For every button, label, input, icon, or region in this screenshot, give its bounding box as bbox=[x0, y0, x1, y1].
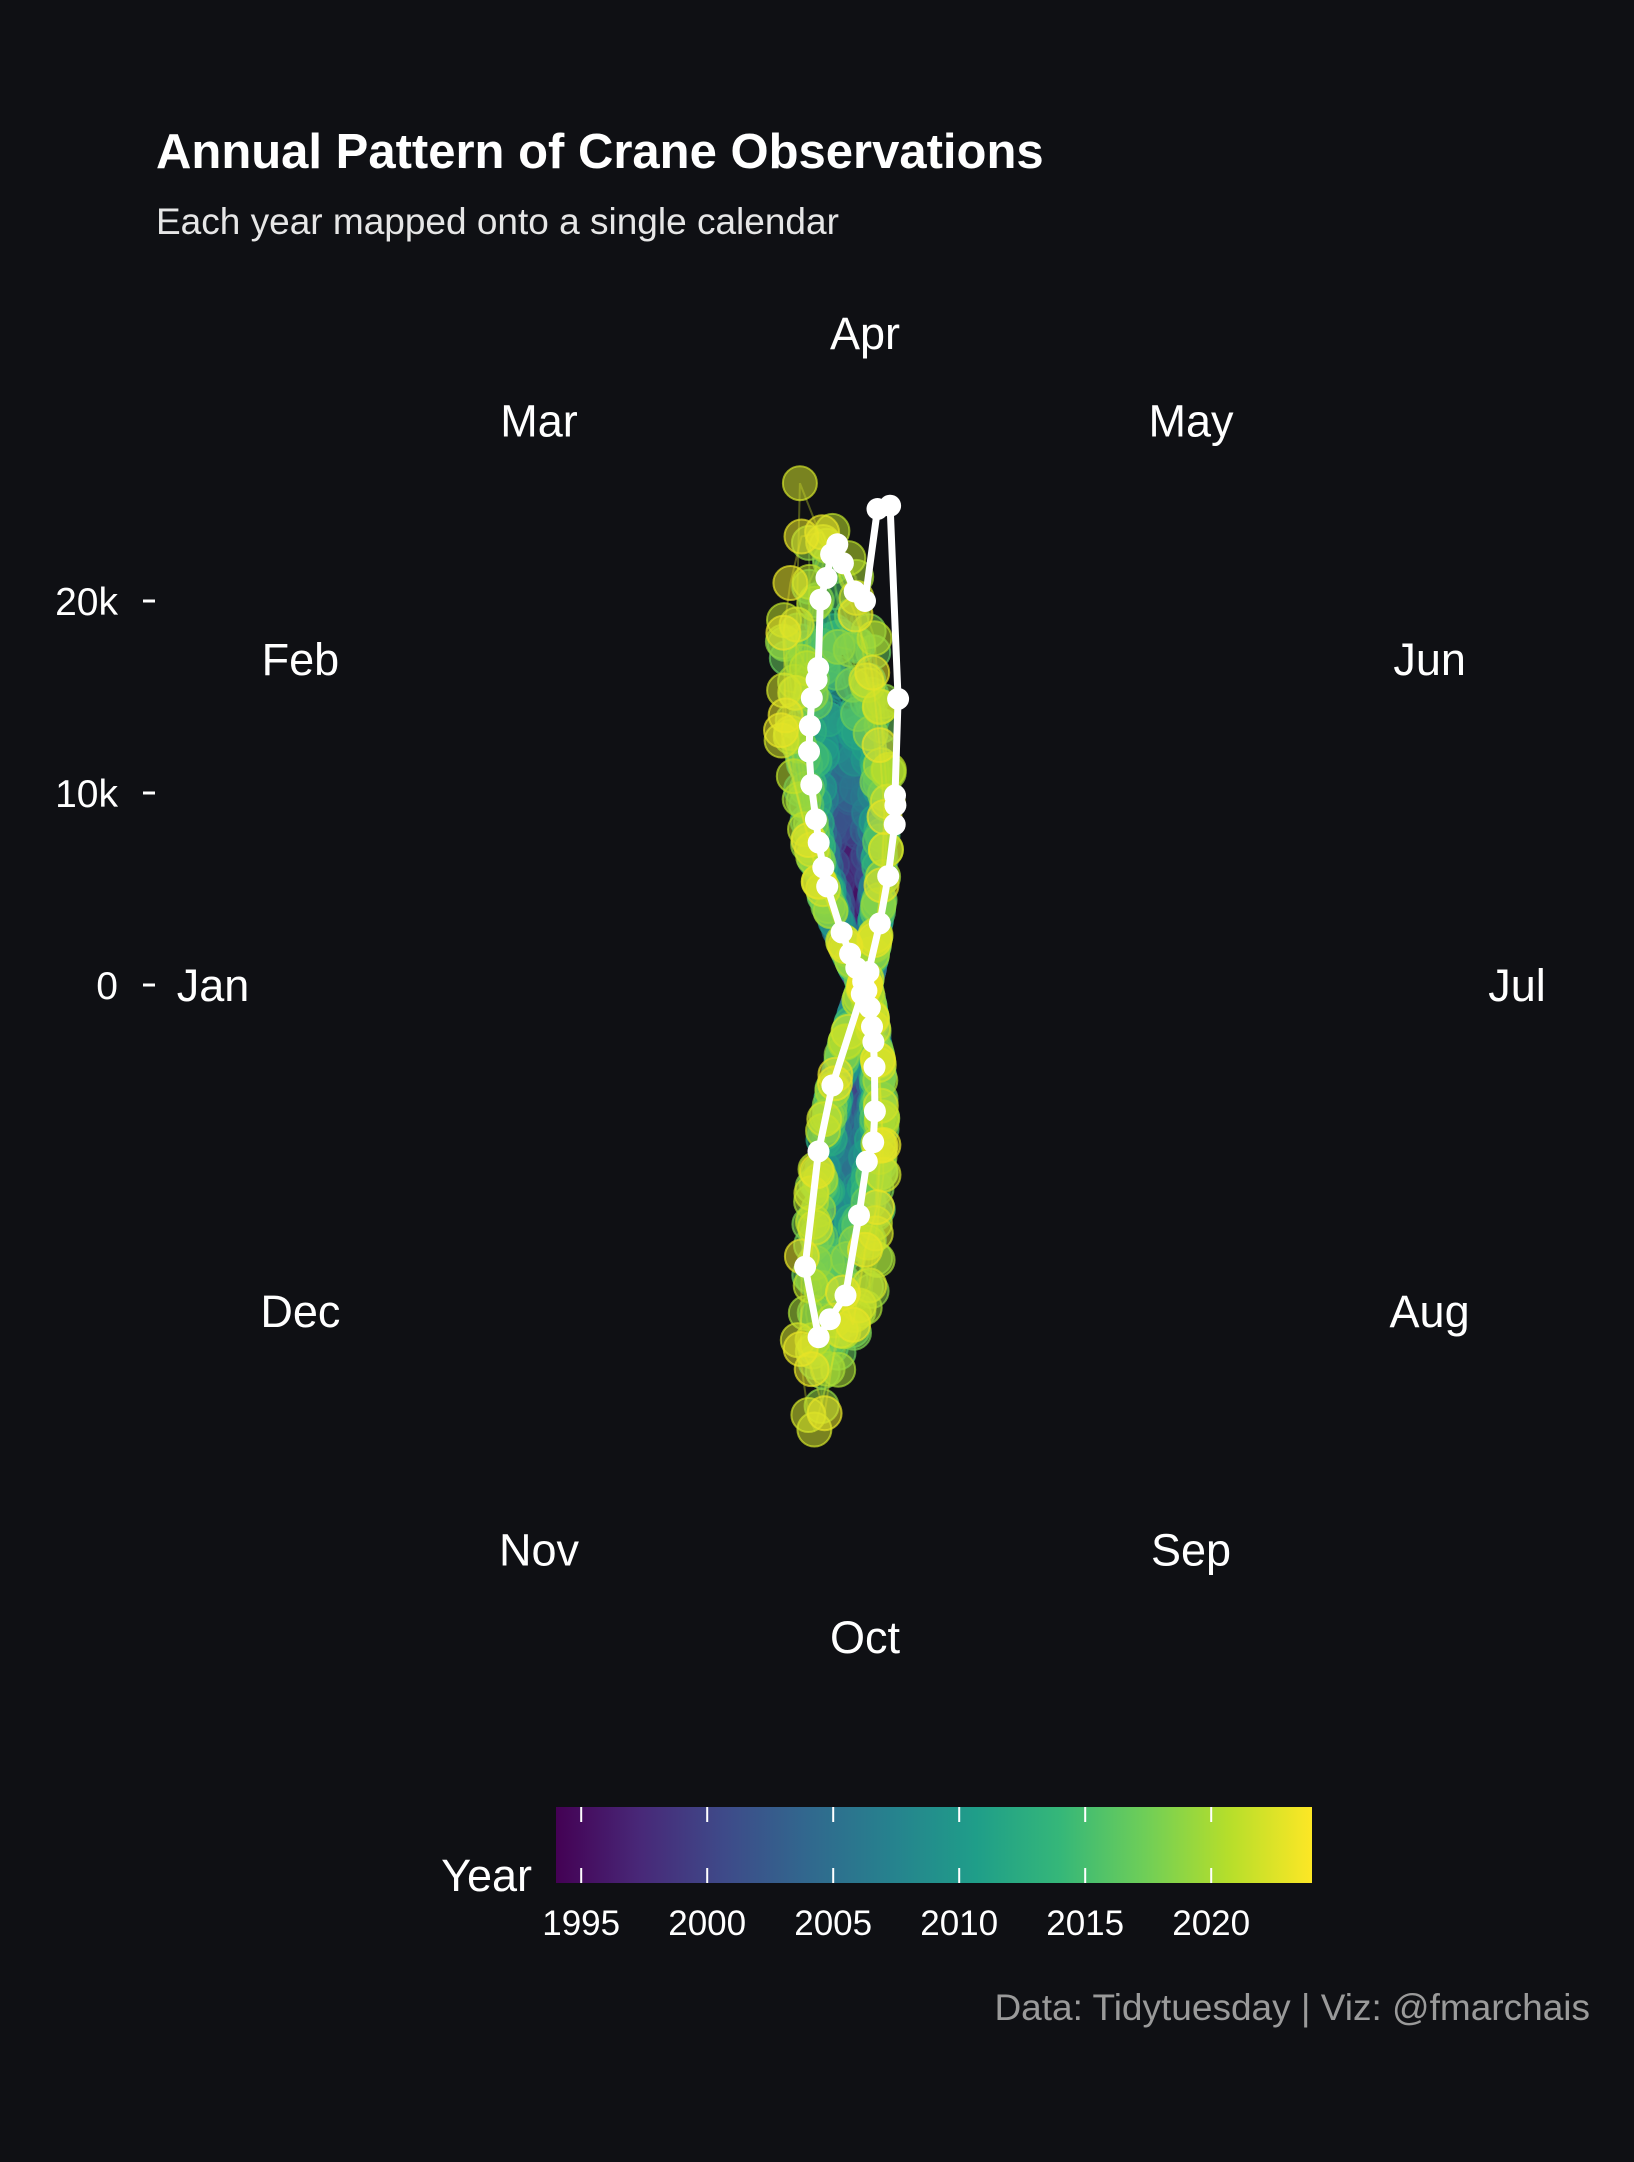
year-series-2023 bbox=[763, 514, 903, 1432]
highlight-point bbox=[883, 813, 906, 836]
month-label-may: May bbox=[1148, 395, 1234, 446]
radial-tick-label: 20k bbox=[55, 581, 118, 624]
month-label-sep: Sep bbox=[1151, 1525, 1231, 1576]
highlight-point bbox=[807, 656, 830, 679]
highlight-point bbox=[862, 1131, 885, 1154]
highlight-point bbox=[834, 1284, 857, 1307]
legend-title: Year bbox=[441, 1850, 532, 1901]
month-label-dec: Dec bbox=[260, 1286, 340, 1337]
highlight-point bbox=[807, 831, 830, 854]
highlight-series-layer bbox=[794, 494, 910, 1349]
legend-tick-label: 2010 bbox=[920, 1904, 998, 1943]
month-labels: Jan Feb Mar Apr May Jun Jul Aug Sep Oct Nov Dec bbox=[177, 308, 1546, 1663]
legend-ticks: 1995 2000 2005 2010 2015 2020 bbox=[542, 1807, 1250, 1943]
radial-axis: 0 10k 20k bbox=[55, 581, 155, 1008]
month-label-feb: Feb bbox=[262, 634, 340, 685]
highlight-point bbox=[809, 588, 832, 611]
year-point bbox=[772, 565, 809, 601]
chart-title: Annual Pattern of Crane Observations bbox=[156, 125, 1044, 179]
legend-tick-label: 2000 bbox=[668, 1904, 746, 1943]
legend-tick-label: 2015 bbox=[1046, 1904, 1124, 1943]
radial-tick-label: 10k bbox=[55, 773, 118, 816]
month-label-jul: Jul bbox=[1488, 960, 1546, 1011]
year-point bbox=[767, 697, 804, 734]
month-label-mar: Mar bbox=[500, 395, 578, 446]
highlight-point bbox=[816, 875, 839, 898]
highlight-point bbox=[855, 1150, 878, 1173]
chart-caption: Data: Tidytuesday | Viz: @fmarchais bbox=[994, 1987, 1590, 2028]
highlight-point bbox=[863, 1100, 886, 1123]
highlight-point bbox=[798, 740, 820, 763]
month-label-jun: Jun bbox=[1393, 634, 1466, 685]
highlight-point bbox=[839, 942, 862, 965]
year-point bbox=[861, 727, 898, 764]
highlight-point bbox=[804, 808, 827, 831]
year-point bbox=[765, 614, 802, 651]
legend-tick-label: 2020 bbox=[1172, 1904, 1250, 1943]
month-label-jan: Jan bbox=[177, 960, 250, 1011]
highlight-point bbox=[848, 1204, 870, 1227]
highlight-point bbox=[862, 1031, 885, 1053]
highlight-point bbox=[877, 865, 900, 888]
highlight-point bbox=[884, 794, 907, 817]
year-point bbox=[854, 654, 891, 691]
highlight-point bbox=[818, 1308, 841, 1331]
radial-tick-label: 0 bbox=[96, 965, 118, 1008]
highlight-point bbox=[857, 961, 880, 983]
highlight-point bbox=[800, 687, 823, 709]
legend-colorbar bbox=[556, 1807, 1312, 1883]
highlight-point bbox=[807, 1140, 830, 1163]
highlight-point bbox=[807, 1326, 830, 1349]
month-label-nov: Nov bbox=[499, 1525, 580, 1576]
highlight-point bbox=[826, 533, 849, 556]
highlight-point bbox=[798, 714, 821, 737]
year-legend: Year 1995 2000 2005 2010 2015 2020 bbox=[441, 1807, 1312, 1943]
highlight-point bbox=[794, 1255, 817, 1278]
year-point bbox=[781, 465, 818, 502]
highlight-point bbox=[812, 856, 835, 879]
highlight-point bbox=[800, 773, 823, 796]
highlight-point bbox=[863, 1056, 886, 1078]
highlight-point bbox=[868, 912, 891, 935]
highlight-point bbox=[815, 566, 838, 589]
legend-tick-label: 2005 bbox=[794, 1904, 872, 1943]
legend-tick-label: 1995 bbox=[542, 1904, 620, 1943]
year-point bbox=[868, 831, 904, 868]
highlight-point bbox=[850, 983, 873, 1005]
highlight-point bbox=[854, 590, 876, 612]
year-point bbox=[806, 1395, 843, 1432]
highlight-point bbox=[821, 1074, 844, 1097]
chart-subtitle: Each year mapped onto a single calendar bbox=[156, 201, 839, 242]
month-label-apr: Apr bbox=[830, 308, 900, 359]
highlight-point bbox=[830, 921, 853, 944]
highlight-point bbox=[879, 494, 902, 517]
highlight-point bbox=[831, 552, 854, 575]
month-label-oct: Oct bbox=[830, 1612, 901, 1663]
year-point bbox=[835, 1306, 872, 1343]
highlight-point bbox=[887, 687, 910, 710]
month-label-aug: Aug bbox=[1390, 1286, 1470, 1337]
